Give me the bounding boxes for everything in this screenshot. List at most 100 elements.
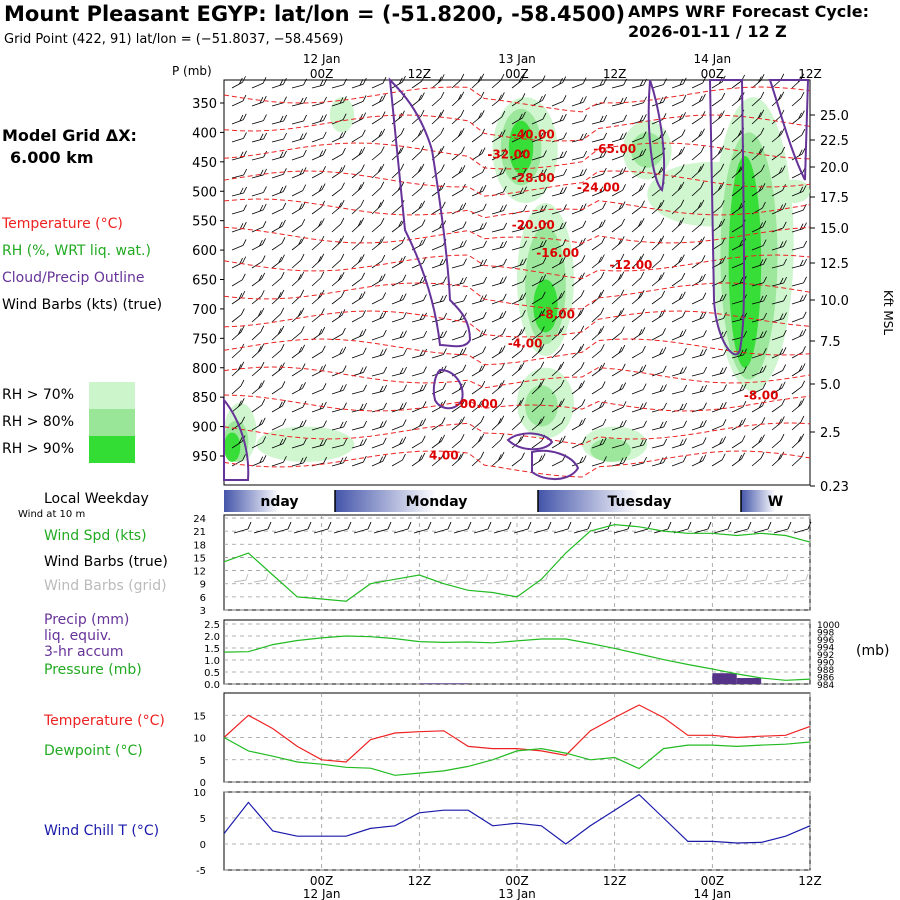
- pressure-label: Pressure (mb): [44, 662, 142, 678]
- wind-barb: [291, 96, 307, 107]
- wind-barb: [711, 145, 725, 161]
- wind-barb-grid-flag: [285, 573, 289, 581]
- wind-barb: [591, 185, 607, 197]
- wind-barb: [231, 113, 247, 125]
- wind-barb: [591, 114, 607, 125]
- wind-barb-true-flag: [787, 521, 792, 530]
- weekday-grad-right: [741, 490, 776, 512]
- wind-barb: [691, 93, 706, 107]
- wind-barb: [791, 311, 807, 323]
- wind-barb: [711, 436, 727, 449]
- wind-barb: [391, 366, 407, 377]
- temperature-contour-label: -65.00: [593, 142, 636, 156]
- precip-bar: [443, 683, 469, 684]
- wind-barb: [331, 78, 347, 89]
- wind-barb: [451, 240, 467, 251]
- wind-barb: [491, 451, 505, 467]
- rh-region-5: [533, 279, 558, 333]
- pressure-tick-label: 950: [192, 450, 217, 465]
- wind-barb: [531, 257, 547, 269]
- wind-barb: [591, 271, 605, 287]
- wind-barb: [751, 220, 767, 233]
- weekday-name: Tuesday: [608, 494, 672, 510]
- wind-barb: [491, 240, 507, 251]
- temperature-contour-label: -00.00: [455, 397, 498, 411]
- wind-barb: [651, 272, 665, 287]
- wind-barb: [711, 384, 727, 395]
- wind-chill-tick-label: -5: [196, 866, 206, 877]
- wind-barb: [271, 78, 287, 89]
- wind-barb-grid-flag: [605, 573, 609, 581]
- wind-barb: [251, 77, 267, 89]
- wind-barb: [271, 456, 287, 467]
- wind-barb-grid: [693, 579, 707, 583]
- wind-barb-true: [453, 528, 469, 534]
- wind-barb: [791, 185, 807, 197]
- wind-barb: [271, 237, 286, 251]
- wind-barb: [291, 218, 306, 233]
- wind-barb: [271, 344, 285, 359]
- wind-barb-grid: [353, 579, 367, 583]
- wind-barb-true: [693, 528, 709, 534]
- wind-barb: [451, 276, 467, 287]
- wind-barb: [251, 114, 267, 125]
- wind-barb: [591, 418, 607, 431]
- wind-barb: [351, 129, 366, 143]
- wind-barb-grid: [753, 579, 767, 583]
- wind-barb-true: [433, 528, 449, 534]
- legend-rh: RH (%, WRT liq. wat.): [2, 243, 151, 259]
- wind-barb: [571, 150, 587, 161]
- wind-barb: [671, 438, 687, 449]
- wind-barb: [371, 111, 386, 125]
- temperature-contour-label: -28.00: [512, 171, 555, 185]
- wind-barb-grid: [253, 579, 267, 583]
- wind-barb: [231, 398, 245, 413]
- wind-barb: [231, 325, 245, 341]
- wind-barb-grid: [673, 579, 687, 583]
- wind-barb: [551, 416, 566, 431]
- wind-barb: [531, 131, 547, 143]
- wind-barb-true: [613, 528, 629, 534]
- wind-tick-label: 15: [193, 553, 206, 564]
- grid-point-subtitle: Grid Point (422, 91) lat/lon = (−51.8037…: [4, 32, 344, 47]
- wind-barb: [651, 309, 666, 323]
- wind-barb-grid-flag: [625, 573, 629, 581]
- wind-barb: [631, 364, 647, 377]
- height-tick-label: 7.5: [820, 335, 841, 350]
- wind-barb: [351, 455, 367, 467]
- wind-barb: [391, 330, 407, 341]
- wind-barb: [271, 168, 287, 179]
- legend-rh80-label: RH > 80%: [2, 414, 75, 430]
- wind-barb-true: [713, 528, 729, 534]
- wind-barb: [471, 433, 485, 449]
- wind-barb-grid: [513, 579, 527, 583]
- wind-barb: [451, 73, 465, 89]
- temperature-contour-label: -16.00: [536, 246, 579, 260]
- wind-barb: [311, 345, 326, 359]
- bottom-time-label: 12Z: [408, 874, 432, 888]
- time-axis: 00Z 00Z 12Z 12Z 00Z 00Z 12Z 12Z 00Z 00Z 12Z 12Z 12 J…: [303, 52, 822, 900]
- wind-barb: [611, 382, 627, 395]
- wind-barb: [491, 397, 505, 413]
- wind-barb: [631, 345, 646, 359]
- wind-barb: [371, 348, 387, 359]
- wind-barb: [711, 366, 727, 377]
- wind-barb: [711, 200, 725, 215]
- wind-barb: [271, 418, 287, 431]
- wind-barb: [311, 271, 325, 287]
- wind-barb: [331, 456, 347, 467]
- pressure-tick-label: 750: [192, 332, 217, 347]
- wind-barb: [511, 222, 527, 233]
- wind-barb: [791, 346, 806, 359]
- wind-barb: [791, 276, 807, 287]
- temperature-tick-label: 15: [193, 711, 206, 722]
- precip-sub2: 3-hr accum: [44, 644, 124, 660]
- wind-barb: [251, 343, 265, 359]
- wind-barb: [611, 326, 625, 341]
- wind-barb: [671, 366, 687, 377]
- wind-barb: [351, 347, 367, 359]
- wind-barb: [751, 183, 766, 197]
- wind-barb: [611, 253, 625, 269]
- wind-barb: [231, 76, 246, 89]
- wind-barb-grid-flag: [585, 573, 589, 581]
